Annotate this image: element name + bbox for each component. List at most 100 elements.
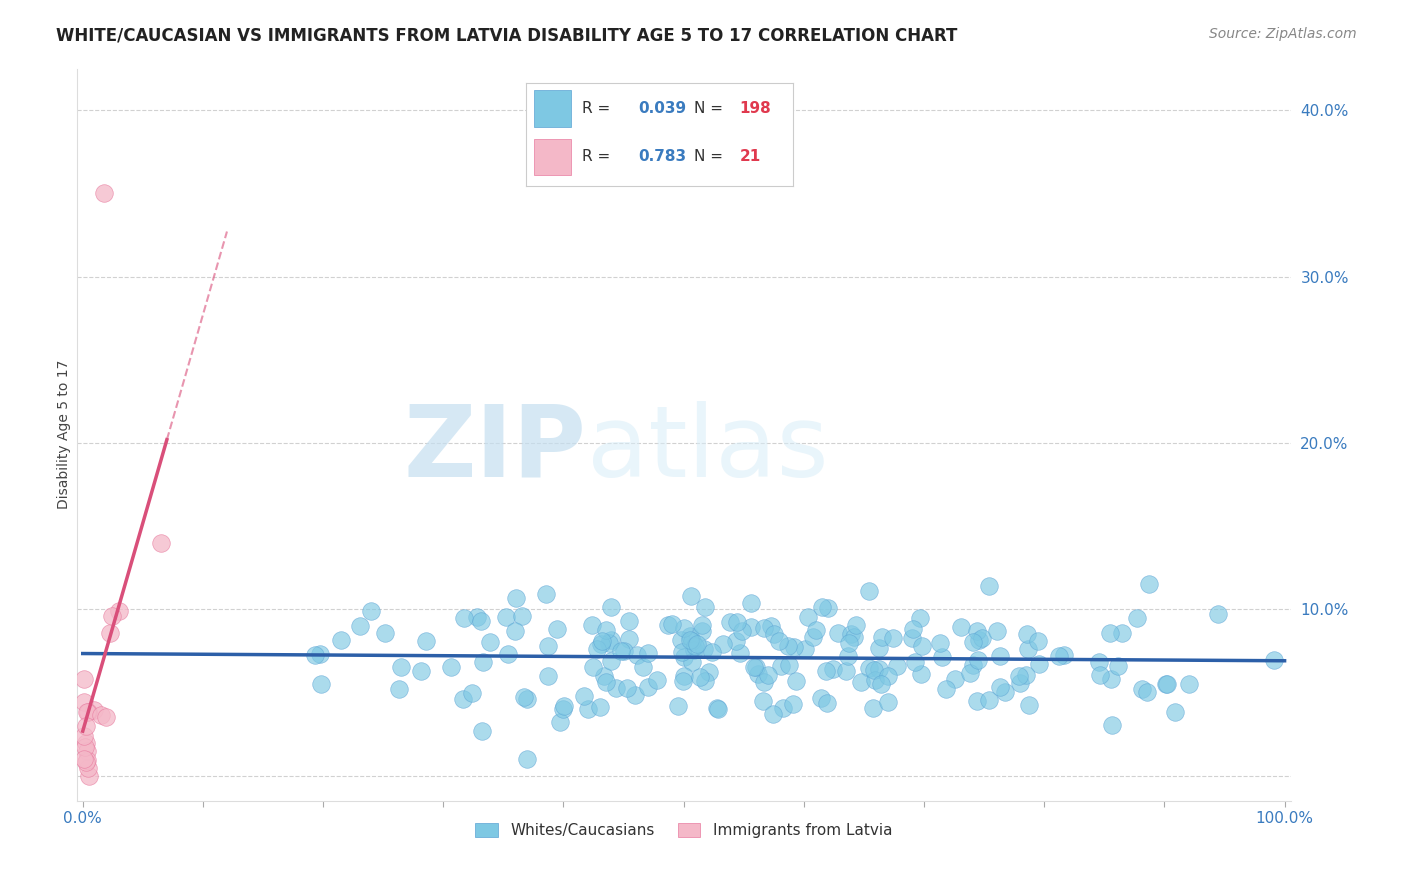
Point (671, 645, 693, 659)
Point (415, 634, 437, 648)
Point (706, 701, 728, 715)
Point (593, 669, 616, 683)
Point (1088, 655, 1111, 669)
Text: Source: ZipAtlas.com: Source: ZipAtlas.com (1209, 27, 1357, 41)
Point (76, 744, 98, 758)
Point (806, 623, 828, 637)
Point (1098, 626, 1121, 640)
Point (935, 681, 957, 696)
Point (586, 642, 609, 657)
Point (782, 640, 804, 654)
Point (718, 615, 741, 629)
Point (762, 706, 785, 721)
Point (589, 699, 612, 714)
Point (98, 626, 121, 640)
Point (962, 635, 984, 649)
Point (911, 639, 934, 653)
Point (693, 600, 716, 615)
Point (461, 686, 484, 700)
Point (782, 698, 804, 712)
Point (949, 620, 972, 634)
Point (626, 648, 648, 662)
Point (858, 661, 880, 675)
Point (107, 604, 129, 618)
Point (1099, 672, 1122, 686)
Point (877, 695, 900, 709)
Point (595, 674, 617, 689)
Point (582, 660, 605, 674)
Point (772, 701, 794, 715)
Point (682, 643, 704, 657)
Point (76, 753, 98, 767)
Point (994, 685, 1017, 699)
Point (388, 682, 411, 697)
Point (666, 699, 689, 714)
Point (75, 756, 97, 770)
Point (697, 665, 720, 680)
Point (591, 637, 613, 651)
Point (810, 691, 832, 706)
Point (785, 673, 807, 688)
Point (73, 752, 96, 766)
Point (96, 709, 118, 723)
Point (100, 609, 122, 624)
Text: ZIP: ZIP (404, 401, 586, 498)
Point (551, 702, 574, 716)
Point (904, 655, 927, 669)
Point (752, 674, 775, 689)
Point (440, 660, 463, 674)
Point (1136, 685, 1159, 699)
Point (769, 659, 792, 673)
Point (1164, 705, 1187, 719)
Point (1263, 653, 1285, 667)
Point (309, 677, 332, 691)
Point (349, 618, 371, 632)
Point (389, 660, 412, 674)
Point (943, 672, 966, 686)
Point (360, 605, 382, 619)
Point (778, 657, 800, 672)
Point (77, 769, 100, 783)
Point (815, 696, 838, 710)
Point (1090, 668, 1112, 682)
Point (1018, 698, 1040, 713)
Point (77, 706, 100, 720)
Point (496, 647, 519, 661)
Point (962, 657, 984, 672)
Point (752, 694, 775, 708)
Point (823, 662, 845, 676)
Point (613, 644, 636, 658)
Point (740, 620, 762, 634)
Point (76, 706, 98, 720)
Point (1047, 648, 1070, 663)
Point (1111, 626, 1133, 640)
Point (685, 639, 707, 653)
Point (471, 724, 494, 739)
Text: atlas: atlas (586, 401, 828, 498)
Point (1028, 657, 1050, 671)
Point (1177, 677, 1199, 691)
Point (928, 636, 950, 650)
Point (605, 681, 627, 695)
Point (901, 631, 924, 645)
Point (83, 703, 105, 717)
Point (931, 650, 953, 665)
Point (553, 698, 575, 713)
Point (839, 627, 862, 641)
Point (73, 673, 96, 687)
Point (550, 714, 572, 729)
Point (814, 664, 837, 678)
Point (690, 617, 713, 632)
Point (731, 624, 754, 639)
Point (631, 660, 654, 674)
Point (711, 637, 734, 651)
Point (966, 693, 988, 707)
Point (591, 634, 613, 648)
Point (75, 736, 97, 750)
Point (599, 654, 621, 668)
Point (513, 690, 536, 705)
Point (669, 633, 692, 648)
Point (910, 666, 932, 681)
Point (768, 634, 790, 648)
Point (598, 636, 620, 650)
